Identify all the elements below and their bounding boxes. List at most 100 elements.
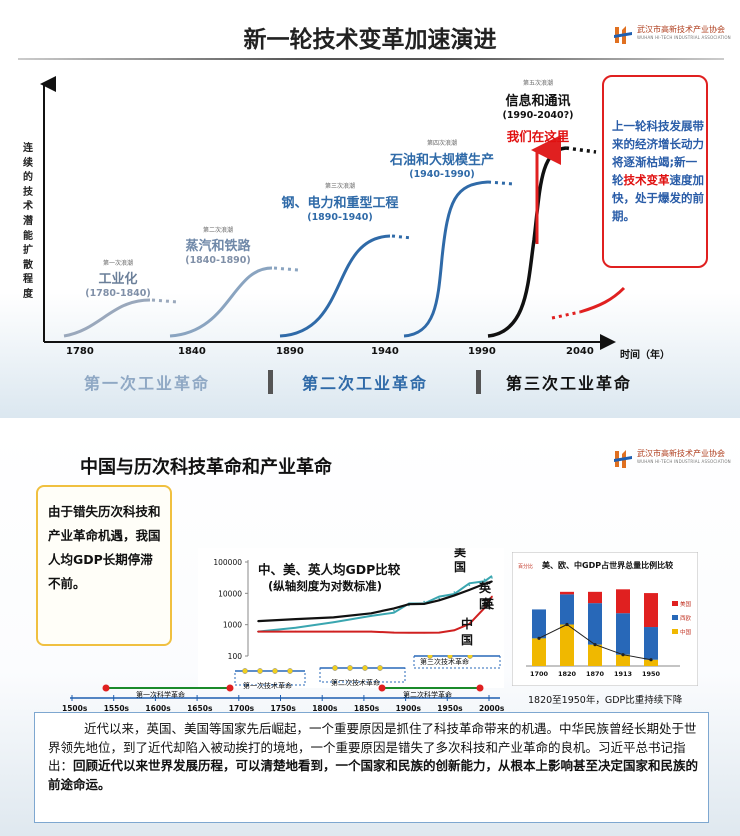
x-axis-unit: 时间（年） <box>620 350 670 361</box>
gdp-point-china-1960 <box>453 629 456 632</box>
gdp-point-uk-1940 <box>438 599 440 602</box>
share-bar-1700-1 <box>532 609 546 639</box>
body-text-box <box>34 712 709 823</box>
share-x-tick-1950: 1950 <box>642 670 661 678</box>
label-usa: 美国 <box>454 548 467 574</box>
timeline-year-1900s: 1900s <box>395 704 421 713</box>
timeline-years: 1500s 1550s 1600s 1650s 1700s 1750s 1800s 1850s… <box>0 704 740 716</box>
gdp-point-uk-1960 <box>453 594 456 597</box>
y-axis-label: 连续的技术潜能扩散程度 <box>23 143 33 300</box>
gdp-point-china-1800 <box>332 630 335 633</box>
gdp-point-uk-1920 <box>423 603 425 605</box>
wave4-name: 石油和大规模生产 <box>389 153 494 168</box>
era-second: 第二次工业革命 <box>302 374 429 393</box>
share-bar-1820-1 <box>560 594 574 625</box>
wave2-small: 第二次浪潮 <box>202 227 233 234</box>
x-tick-1940: 1940 <box>371 346 399 357</box>
third-tech-dot-3 <box>467 655 473 659</box>
side-note-text: 由于错失历次科技和产业革命机遇，我国人均GDP长期停滞不前。 <box>48 504 161 591</box>
first-tech-box <box>234 670 306 686</box>
share-x-tick-1820: 1820 <box>558 670 577 678</box>
gdp-line-chart: 100000 10000 1000 100 中、美、英人均GDP比较 (纵轴刻度为对数… <box>198 548 504 688</box>
gdp-point-usa-1850 <box>370 615 372 617</box>
share-bar-1820-2 <box>560 591 574 595</box>
callout-part1: 上一轮科技发展带来的经济增长动力将逐渐枯竭;新一轮 <box>612 119 704 187</box>
timeline-year-1750s: 1750s <box>270 704 296 713</box>
wave-curve-4-tail <box>487 180 515 186</box>
slide2-title: 中国与历次科技革命和产业革命 <box>80 457 332 478</box>
share-bar-1870-1 <box>588 603 602 645</box>
first-tech-dot-1 <box>242 668 248 674</box>
wave-curve-5 <box>487 146 567 338</box>
revolution-timeline <box>70 655 501 701</box>
body-text-bold: 回顾近代以来世界发展历程，可以清楚地看到，一个国家和民族的创新能力，从根本上影响… <box>48 758 699 792</box>
share-bar-1950-2 <box>644 593 658 628</box>
association-logo-icon-2 <box>614 450 632 468</box>
gdp-y-tick-100: 100 <box>228 652 243 661</box>
gdp-point-uk-1750 <box>294 618 297 620</box>
x-tick-1890: 1890 <box>276 346 304 357</box>
callout-part3: 速度加快，处于爆发的前期。 <box>612 173 704 223</box>
share-bar-1913-1 <box>616 613 630 655</box>
body-text-p1: 近代以来，英国、美国等国家先后崛起，一个重要原因是抓住了科技革命带来的机遇。中华… <box>48 721 697 774</box>
gdp-point-usa-1920 <box>423 600 425 603</box>
x-tick-2040: 2040 <box>566 346 594 357</box>
timeline-label-third-tech: 第三次技术革命 <box>420 658 469 666</box>
gdp-line-china <box>258 595 493 634</box>
timeline-year-1600s: 1600s <box>145 704 171 713</box>
first-sci-start <box>102 684 110 692</box>
timeline-label-first-tech: 第一次技术革命 <box>243 682 292 690</box>
first-tech-dot-3 <box>272 668 278 674</box>
share-chart-title: 美、欧、中GDP占世界总量比例比较 <box>542 560 673 570</box>
gdp-share-chart: 美、欧、中GDP占世界总量比例比较 百分比 1700 1820 1870 1913 19… <box>512 552 698 686</box>
gdp-point-usa-1960 <box>453 591 456 593</box>
gdp-line-uk <box>257 580 493 623</box>
gdp-point-china-1980 <box>468 623 471 625</box>
gdp-point-china-1750 <box>294 630 297 633</box>
title-underline <box>18 58 724 60</box>
x-tick-1990: 1990 <box>468 346 496 357</box>
wave-curve-1-tail <box>151 298 179 304</box>
callout-part2: 技术变革 <box>623 173 670 187</box>
wave4-years: (1940-1990) <box>409 169 475 180</box>
timeline-year-1550s: 1550s <box>103 704 130 713</box>
share-bar-1913-0 <box>616 654 630 666</box>
label-uk-bottom: 国 <box>479 597 491 611</box>
gdp-point-uk-1980 <box>468 589 471 591</box>
share-x-tick-1700: 1700 <box>530 670 549 678</box>
share-trend-line <box>538 623 652 661</box>
label-china-2: 国 <box>461 633 473 647</box>
association-logo-2: 武汉市高新技术产业协会 WUHAN HI-TECH INDUSTRIAL ASS… <box>612 448 731 470</box>
label-uk-1: 英 <box>482 596 495 611</box>
second-sci-start <box>378 684 386 692</box>
gdp-point-usa-2010 <box>491 577 493 579</box>
wave3-small: 第三次浪潮 <box>324 183 355 190</box>
second-tech-dot-1 <box>332 665 338 671</box>
share-x-tick-1870: 1870 <box>586 670 605 678</box>
wave5-small: 第五次浪潮 <box>522 80 553 87</box>
share-legend-swatch-2 <box>672 629 678 634</box>
label-china-1: 中 <box>461 616 473 631</box>
wave-curve-5-tail <box>565 146 597 154</box>
wave-curve-1 <box>63 298 151 338</box>
timeline-label-second-sci: 第二次科学革命 <box>403 691 452 699</box>
wave-curve-4 <box>403 180 489 338</box>
body-text: 近代以来，英国、美国等国家先后崛起，一个重要原因是抓住了科技革命带来的机遇。中华… <box>48 720 700 794</box>
timeline-year-1950s: 1950s <box>437 704 463 713</box>
third-tech-dot-2 <box>447 655 453 659</box>
share-legend-label-1: 西欧 <box>680 614 692 622</box>
timeline-year-1850s: 1850s <box>353 704 380 713</box>
share-bar-1870-0 <box>588 644 602 666</box>
wave3-years: (1890-1940) <box>307 212 373 223</box>
share-chart-yunit: 百分比 <box>518 563 533 570</box>
wave4-small: 第四次浪潮 <box>426 140 457 147</box>
gdp-point-uk-2010 <box>491 580 493 583</box>
gdp-y-tick-10000: 10000 <box>218 589 242 598</box>
era-separator-2 <box>476 370 481 394</box>
first-tech-dot-4 <box>287 668 293 674</box>
gdp-point-usa-1980 <box>468 584 471 587</box>
logo2-name-cn: 武汉市高新技术产业协会 <box>637 449 725 458</box>
slide-tech-waves: 新一轮技术变革加速演进 武汉市高新技术产业协会 WUHAN HI-TECH IN… <box>0 0 740 418</box>
second-tech-box <box>319 667 406 683</box>
share-legend-label-2: 中国 <box>680 628 692 636</box>
